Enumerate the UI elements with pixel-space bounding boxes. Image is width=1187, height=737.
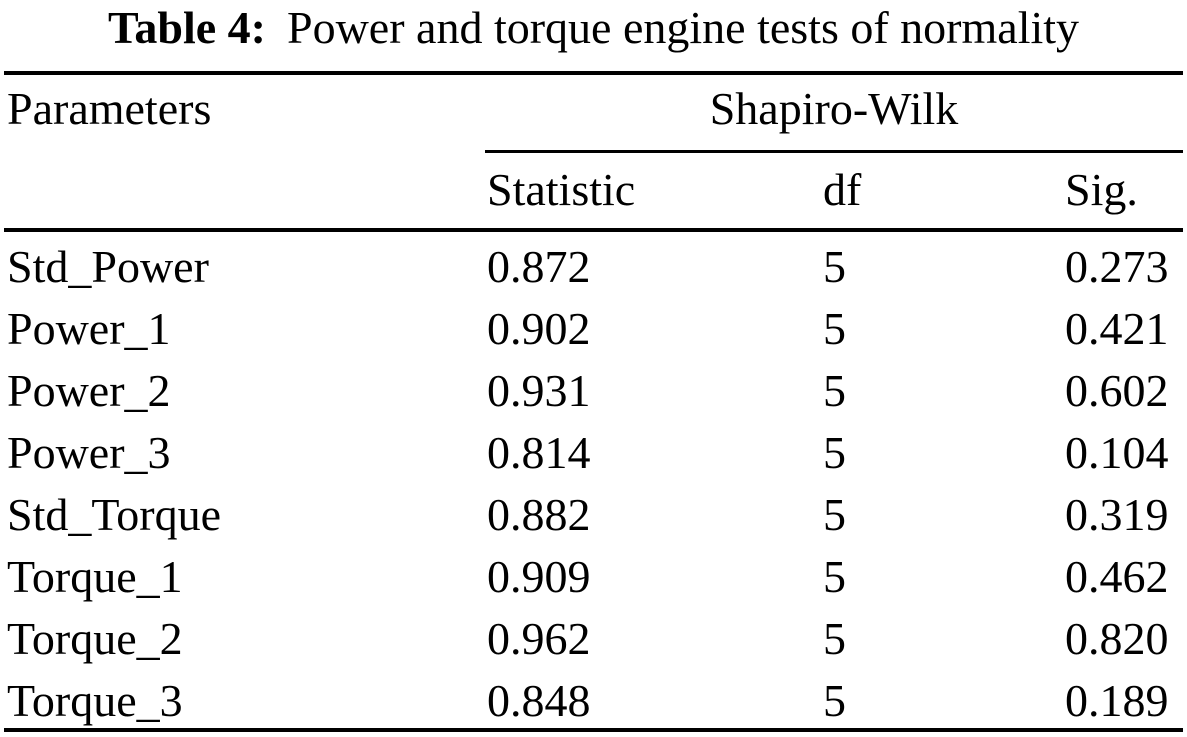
table-body: Std_Power 0.872 5 0.273 Power_1 0.902 5 … (0, 232, 1187, 728)
table-row: Torque_1 0.909 5 0.462 (0, 542, 1187, 604)
table-caption: Table 4: Power and torque engine tests of… (0, 0, 1187, 56)
table-caption-text: Power and torque engine tests of normali… (287, 2, 1080, 53)
table-caption-number: Table 4: (107, 2, 266, 53)
cell-sig: 0.104 (1065, 426, 1169, 478)
bottom-rule (4, 728, 1183, 732)
cell-sig: 0.820 (1065, 612, 1169, 664)
cell-df: 5 (823, 240, 846, 292)
column-header-statistic: Statistic (487, 164, 636, 215)
cell-parameter: Torque_3 (7, 674, 183, 726)
cell-parameter: Std_Power (7, 240, 209, 292)
table-row: Std_Power 0.872 5 0.273 (0, 232, 1187, 294)
cell-sig: 0.273 (1065, 240, 1169, 292)
cell-df: 5 (823, 674, 846, 726)
cell-sig: 0.421 (1065, 302, 1169, 354)
table-row: Std_Torque 0.882 5 0.319 (0, 480, 1187, 542)
cell-statistic: 0.882 (487, 488, 591, 540)
cell-statistic: 0.909 (487, 550, 591, 602)
cell-parameter: Power_1 (7, 302, 171, 354)
column-header-sig: Sig. (1065, 164, 1138, 215)
cell-df: 5 (823, 302, 846, 354)
group-header-rule (485, 150, 1183, 153)
column-header-parameters: Parameters (7, 83, 212, 134)
cell-df: 5 (823, 550, 846, 602)
cell-sig: 0.319 (1065, 488, 1169, 540)
cell-statistic: 0.931 (487, 364, 591, 416)
table-row: Torque_3 0.848 5 0.189 (0, 666, 1187, 728)
cell-df: 5 (823, 488, 846, 540)
table-row: Torque_2 0.962 5 0.820 (0, 604, 1187, 666)
cell-df: 5 (823, 426, 846, 478)
cell-parameter: Power_3 (7, 426, 171, 478)
table-row: Power_3 0.814 5 0.104 (0, 418, 1187, 480)
table-row: Power_1 0.902 5 0.421 (0, 294, 1187, 356)
cell-parameter: Torque_1 (7, 550, 183, 602)
cell-sig: 0.602 (1065, 364, 1169, 416)
cell-df: 5 (823, 612, 846, 664)
header-bottom-rule (4, 228, 1183, 232)
table-row: Power_2 0.931 5 0.602 (0, 356, 1187, 418)
top-rule (4, 71, 1183, 75)
column-group-header-shapiro-wilk: Shapiro-Wilk (709, 83, 959, 134)
column-header-df: df (823, 164, 862, 215)
cell-statistic: 0.872 (487, 240, 591, 292)
cell-parameter: Power_2 (7, 364, 171, 416)
cell-statistic: 0.902 (487, 302, 591, 354)
cell-parameter: Std_Torque (7, 488, 221, 540)
cell-sig: 0.462 (1065, 550, 1169, 602)
cell-statistic: 0.848 (487, 674, 591, 726)
cell-statistic: 0.814 (487, 426, 591, 478)
cell-statistic: 0.962 (487, 612, 591, 664)
cell-sig: 0.189 (1065, 674, 1169, 726)
cell-df: 5 (823, 364, 846, 416)
cell-parameter: Torque_2 (7, 612, 183, 664)
